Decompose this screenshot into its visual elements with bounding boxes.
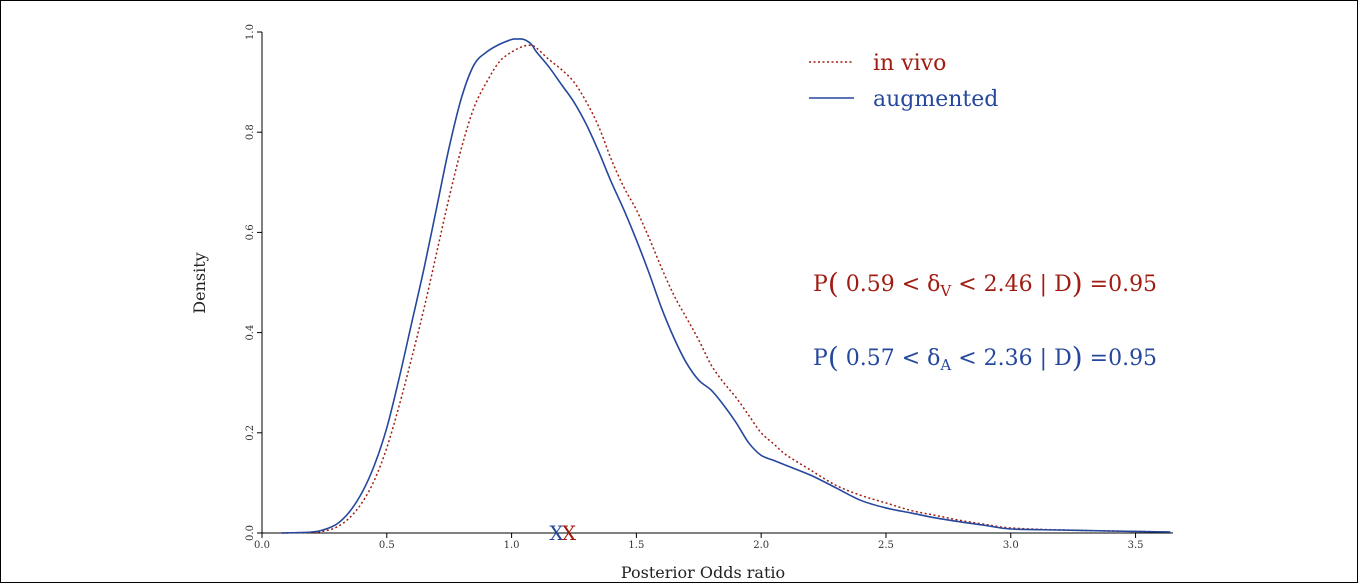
median-marker-0: X [549, 521, 564, 545]
x-tick-label: 3.0 [1003, 540, 1019, 551]
y-tick-label: 1.0 [245, 24, 256, 40]
y-tick-label: 0.4 [245, 325, 256, 341]
annotation-prefix: P [813, 346, 828, 371]
annotation-given: D [1054, 272, 1072, 297]
x-tick-label: 1.0 [504, 540, 520, 551]
series-line-in-vivo [281, 44, 1171, 534]
legend-label-in-vivo: in vivo [873, 51, 946, 76]
svg-text:P( 0.59 < δV < 2.46 | D) =0.95: P( 0.59 < δV < 2.46 | D) =0.95 [813, 267, 1157, 300]
series-line-augmented [281, 38, 1171, 534]
x-tick-label: 2.0 [753, 540, 769, 551]
markers-layer: XX [549, 521, 576, 545]
annotation-upper: 2.46 [984, 272, 1033, 297]
x-tick-label: 1.5 [628, 540, 644, 551]
y-tick-label: 0.2 [245, 425, 256, 441]
y-tick-label: 0.6 [245, 224, 256, 240]
annotation-prefix: P [813, 272, 828, 297]
annotation-in-vivo-interval: P( 0.59 < δV < 2.46 | D) =0.95 [813, 267, 1157, 300]
annotation-subscript: A [939, 356, 951, 374]
annotation-augmented-interval: P( 0.57 < δA < 2.36 | D) =0.95 [813, 341, 1157, 374]
median-marker-1: X [562, 521, 577, 545]
x-tick-label: 0.0 [254, 540, 270, 551]
y-tick-label: 0.0 [245, 525, 256, 541]
annotation-upper: 2.36 [984, 346, 1033, 371]
x-tick-label: 3.5 [1128, 540, 1144, 551]
axes: 0.0 0.5 1.0 1.5 2.0 2.5 3.0 3.5 0.0 0.2 0.4 0.6 0.8 1… [245, 24, 1173, 551]
legend: in vivo augmented [809, 51, 998, 112]
series-layer [281, 38, 1171, 534]
y-axis-label: Density [190, 252, 209, 313]
annotation-symbol: δ [927, 272, 940, 297]
x-tick-label: 0.5 [379, 540, 395, 551]
annotation-given: D [1054, 346, 1072, 371]
annotation-lower: 0.59 [846, 272, 895, 297]
svg-text:P( 0.57 < δA < 2.36 | D) =0.95: P( 0.57 < δA < 2.36 | D) =0.95 [813, 341, 1157, 374]
annotation-symbol: δ [927, 346, 940, 371]
annotation-prob: =0.95 [1090, 346, 1157, 371]
y-tick-label: 0.8 [245, 124, 256, 140]
x-tick-label: 2.5 [878, 540, 894, 551]
annotation-lower: 0.57 [846, 346, 895, 371]
annotation-subscript: V [939, 282, 952, 300]
legend-label-augmented: augmented [873, 87, 998, 112]
x-axis-label: Posterior Odds ratio [621, 563, 785, 582]
annotation-prob: =0.95 [1090, 272, 1157, 297]
